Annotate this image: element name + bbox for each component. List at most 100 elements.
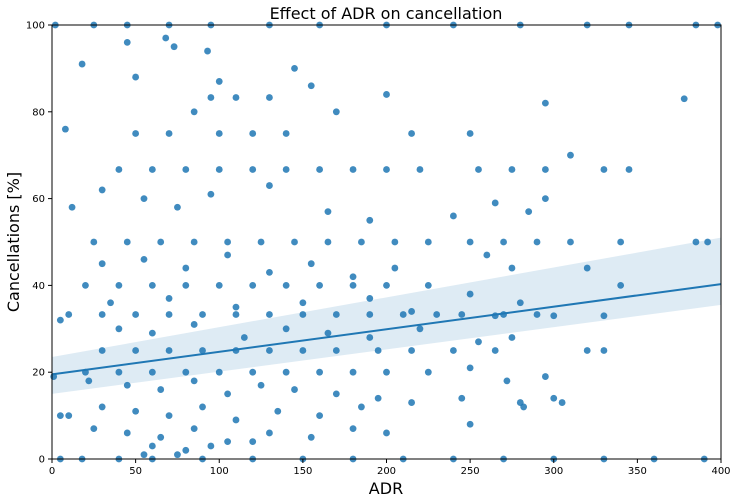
data-point [399,311,407,318]
data-point [224,251,232,259]
data-point [249,438,257,446]
data-point [215,368,223,376]
data-point [182,368,190,376]
data-point [541,166,549,173]
y-axis-title: Cancellations [%] [4,172,23,312]
data-point [625,166,633,173]
data-point [383,282,390,289]
data-point [282,325,290,333]
data-point [61,125,69,133]
data-point [56,412,64,419]
data-point [450,212,457,220]
data-point [383,368,390,376]
data-point [165,295,173,302]
data-point [366,295,374,302]
data-point [215,166,223,173]
data-point [349,368,357,376]
data-point [98,260,106,268]
data-point [332,347,340,354]
data-point [316,412,323,419]
data-point [617,238,625,246]
data-point [541,195,549,203]
data-point [520,403,528,411]
data-point [391,264,399,272]
data-point [249,130,257,137]
data-point [332,390,340,398]
data-point [583,264,591,272]
data-point [204,47,211,55]
data-point [558,399,566,406]
x-tick-label: 350 [628,466,647,477]
data-point [190,108,198,116]
data-point [232,416,240,424]
data-point [162,34,170,42]
data-point [90,425,98,433]
data-point [98,347,106,354]
data-point [266,347,273,354]
data-point [182,166,190,173]
data-point [366,311,374,318]
data-point [148,166,156,173]
data-point [692,238,700,246]
data-point [157,238,165,246]
data-point [207,190,215,198]
data-point [85,377,93,385]
x-tick-label: 300 [544,466,563,477]
y-tick-label: 0 [39,455,45,466]
data-point [458,394,466,402]
data-point [307,82,315,90]
data-point [500,238,507,246]
data-point [123,38,131,46]
data-point [199,311,206,318]
data-point [299,311,307,318]
confidence-band [52,237,721,394]
data-point [550,312,558,320]
data-point [157,433,165,441]
y-tick-label: 20 [32,368,45,379]
y-tick-label: 60 [32,194,45,205]
data-point [132,73,140,81]
data-point [617,282,625,289]
data-point [174,203,181,211]
data-point [215,282,223,289]
data-point [316,282,323,289]
data-point [466,238,474,246]
data-point [249,282,257,289]
data-point [458,311,466,318]
data-point [65,311,73,318]
data-point [98,403,106,411]
data-point [680,95,688,103]
data-point [140,451,148,459]
data-point [165,347,173,354]
y-tick-label: 40 [32,281,45,292]
data-point [516,299,524,307]
data-point [190,238,198,246]
data-point [408,399,415,406]
data-point [215,78,223,85]
x-axis-title: ADR [369,479,403,498]
data-point [332,108,340,116]
data-point [450,347,457,354]
data-point [503,377,511,385]
x-axis-ticks: 0 50 100 150 200 250 300 350 400 [49,459,731,477]
data-point [123,429,131,437]
data-point [140,195,148,203]
data-point [332,311,340,318]
data-point [165,311,173,318]
data-point [550,394,558,402]
data-point [266,311,273,318]
data-point [190,425,198,433]
regression-line [51,283,722,376]
x-tick-label: 50 [129,466,142,477]
confidence-band-layer [52,237,721,394]
data-point [433,311,441,318]
data-point [366,216,374,224]
data-point [123,381,131,389]
data-point [257,238,265,246]
data-point [115,282,123,289]
data-point [282,166,290,173]
data-point [82,282,89,289]
data-point [170,43,178,51]
data-point [366,334,374,341]
